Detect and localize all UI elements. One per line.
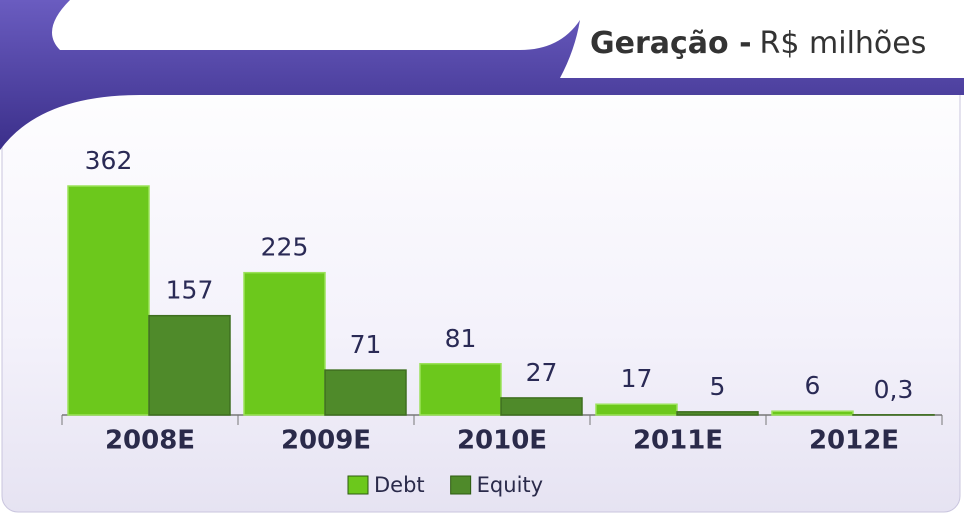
x-tick-label: 2012E: [809, 426, 899, 456]
data-label: 71: [350, 330, 382, 359]
bar: [243, 271, 326, 416]
data-label: 5: [710, 372, 726, 401]
data-label: 27: [526, 358, 558, 387]
bar: [67, 185, 150, 416]
data-label: 0,3: [874, 375, 914, 404]
title-tab: [560, 10, 964, 78]
chart-subtitle: R$ milhões: [760, 26, 927, 61]
x-tick-label: 2010E: [457, 426, 547, 456]
bar: [771, 410, 854, 416]
legend-label: Debt: [374, 473, 425, 497]
chart-title: Geração -: [590, 26, 752, 61]
x-tick-label: 2008E: [105, 426, 195, 456]
data-label: 362: [85, 146, 133, 175]
legend-swatch: [450, 475, 472, 495]
title-row: Geração - R$ milhões: [590, 26, 926, 61]
data-label: 17: [621, 364, 653, 393]
data-label: 157: [166, 276, 214, 305]
data-label: 81: [445, 324, 477, 353]
bar: [419, 363, 502, 416]
bar: [148, 314, 231, 416]
data-label: 6: [805, 371, 821, 400]
legend-label: Equity: [477, 473, 543, 497]
legend-swatch: [347, 475, 369, 495]
bar: [595, 403, 678, 416]
bar: [676, 411, 759, 416]
x-tick-label: 2009E: [281, 426, 371, 456]
bar: [324, 369, 407, 416]
x-tick-label: 2011E: [633, 426, 723, 456]
data-label: 225: [261, 233, 309, 262]
bar: [500, 397, 583, 416]
